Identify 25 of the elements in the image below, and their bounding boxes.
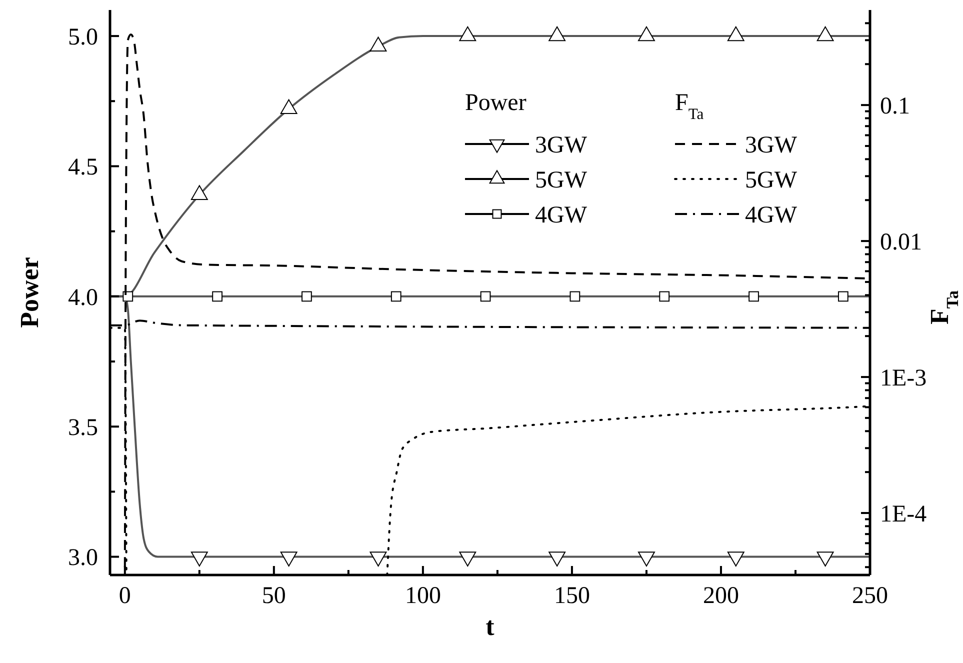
legend-label: 3GW (535, 132, 588, 158)
x-axis-title: t (486, 612, 495, 641)
text: F$_{Ta}$ (675, 90, 704, 122)
y-tick-label: 5.0 (68, 24, 98, 50)
y-tick-label: 4.0 (68, 284, 98, 311)
text: Power (465, 90, 526, 116)
legend-label: 5GW (745, 167, 798, 194)
x-tick-label: 150 (554, 583, 590, 609)
x-tick-label: 250 (852, 583, 888, 609)
y2-tick-label: 0.1 (880, 93, 910, 120)
legend-label: 4GW (745, 202, 798, 228)
y-tick-label: 4.5 (68, 154, 98, 181)
x-tick-label: 0 (118, 583, 131, 609)
y2-tick-label: 1E-4 (880, 501, 927, 528)
legend-label: 5GW (535, 167, 588, 194)
x-tick-label: 100 (404, 583, 441, 609)
y2-tick-label: 1E-3 (880, 365, 927, 392)
y-tick-label: 3.5 (68, 414, 98, 441)
y-axis-title: Power (15, 257, 44, 328)
legend-label: 3GW (745, 132, 798, 158)
x-tick-label: 200 (702, 583, 739, 609)
legend-label: 4GW (535, 202, 588, 228)
x-tick-label: 50 (262, 583, 286, 609)
y2-tick-label: 0.01 (880, 229, 922, 256)
y-tick-label: 3.0 (68, 545, 98, 572)
